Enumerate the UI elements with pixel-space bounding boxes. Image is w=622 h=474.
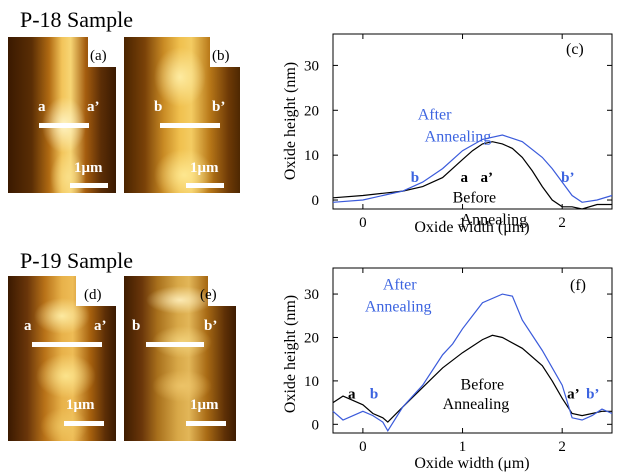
panel-label-c: (c) [566, 41, 584, 58]
profile-start-label-b: b [154, 99, 163, 115]
scale-label-b: 1μm [190, 160, 219, 176]
y-tick-label: 30 [304, 58, 319, 74]
annotation-label: a [348, 386, 356, 402]
scale-bar-d [64, 421, 104, 426]
plot-frame [332, 267, 613, 434]
series-line-before-annealing [332, 141, 612, 210]
profile-line-e [146, 342, 204, 347]
scale-label-a: 1μm [74, 160, 103, 176]
y-tick-label: 30 [304, 287, 319, 303]
profile-line-a [39, 123, 89, 128]
series-line-after-annealing [332, 293, 613, 432]
plot-frame [332, 33, 613, 210]
scale-bar-e [186, 421, 226, 426]
profile-line-b [160, 123, 220, 128]
scale-label-d: 1μm [66, 397, 95, 413]
annotation-label: b’ [561, 170, 574, 186]
series-lines [332, 134, 613, 210]
afm-image-b: (b) b b’ 1μm [124, 37, 240, 193]
y-ticks: 0 10 20 30 [304, 287, 612, 433]
annotation-label: a’ [567, 386, 580, 402]
chart-f: 0 1 2 0 10 20 30 After Annealing a b Before Anneal… [282, 267, 613, 472]
x-tick-label: 1 [459, 215, 467, 231]
y-axis-label: Oxide height (nm) [282, 62, 299, 180]
profile-start-label-e: b [132, 318, 141, 334]
sample-title-p19: P-19 Sample [20, 248, 134, 273]
x-tick-label: 2 [558, 215, 566, 231]
profile-end-label-a: a’ [87, 99, 100, 115]
annotation-label: b [411, 170, 419, 186]
profile-start-label-a: a [38, 99, 46, 115]
profile-end-label-d: a’ [94, 318, 107, 334]
annotation-label: a [461, 170, 469, 186]
annotation-label: Annealing [365, 298, 432, 315]
chart-c: 0 1 2 0 10 20 30 After Annealing b a a’ b’ Before An… [282, 33, 613, 236]
x-tick-label: 0 [359, 439, 367, 455]
afm-image-a: (a) a a’ 1μm [8, 37, 116, 193]
series-line-before-annealing [332, 334, 612, 423]
annotation-label: b [370, 386, 378, 402]
annotations: After Annealing a b Before Annealing a’ b’ [348, 277, 599, 413]
annotation-label: b’ [586, 386, 599, 402]
x-tick-label: 2 [558, 439, 566, 455]
afm-image-d: (d) a a’ 1μm [8, 276, 116, 441]
annotation-label: Before [461, 377, 505, 394]
annotations: After Annealing b a a’ b’ Before Annealing [411, 106, 575, 228]
y-tick-label: 10 [304, 374, 319, 390]
y-tick-label: 0 [312, 417, 320, 433]
afm-image-e: (e) b b’ 1μm [124, 276, 236, 441]
x-axis-label: Oxide width (μm) [414, 219, 529, 236]
x-ticks: 0 1 2 [359, 34, 566, 231]
annotation-label: a’ [480, 170, 493, 186]
annotation-label: Annealing [461, 212, 528, 229]
scale-bar-b [186, 183, 224, 188]
annotation-label: After [418, 106, 452, 123]
profile-start-label-d: a [24, 318, 32, 334]
scale-label-e: 1μm [190, 397, 219, 413]
profile-line-d [32, 342, 102, 347]
sample-title-p18: P-18 Sample [20, 7, 134, 32]
y-tick-label: 10 [304, 148, 319, 164]
panel-label-b: (b) [212, 48, 230, 64]
panel-label-e: (e) [200, 287, 217, 303]
y-tick-label: 20 [304, 103, 319, 119]
scale-bar-a [70, 183, 108, 188]
panel-label-d: (d) [84, 287, 102, 303]
annotation-label: Annealing [443, 396, 510, 413]
x-axis-label: Oxide width (μm) [414, 455, 529, 472]
series-line-after-annealing [332, 134, 613, 203]
x-tick-label: 1 [459, 439, 467, 455]
panel-label-a: (a) [90, 48, 107, 64]
y-tick-label: 0 [312, 193, 320, 209]
profile-end-label-e: b’ [204, 318, 218, 334]
y-tick-label: 20 [304, 330, 319, 346]
y-axis-label: Oxide height (nm) [282, 295, 299, 413]
x-tick-label: 0 [359, 215, 367, 231]
panel-label-f: (f) [570, 277, 586, 294]
x-ticks: 0 1 2 [359, 268, 566, 455]
annotation-label: After [383, 277, 417, 294]
annotation-label: Annealing [425, 129, 492, 146]
annotation-label: Before [453, 189, 497, 206]
series-lines [332, 293, 613, 432]
y-ticks: 0 10 20 30 [304, 58, 612, 209]
profile-end-label-b: b’ [212, 99, 226, 115]
